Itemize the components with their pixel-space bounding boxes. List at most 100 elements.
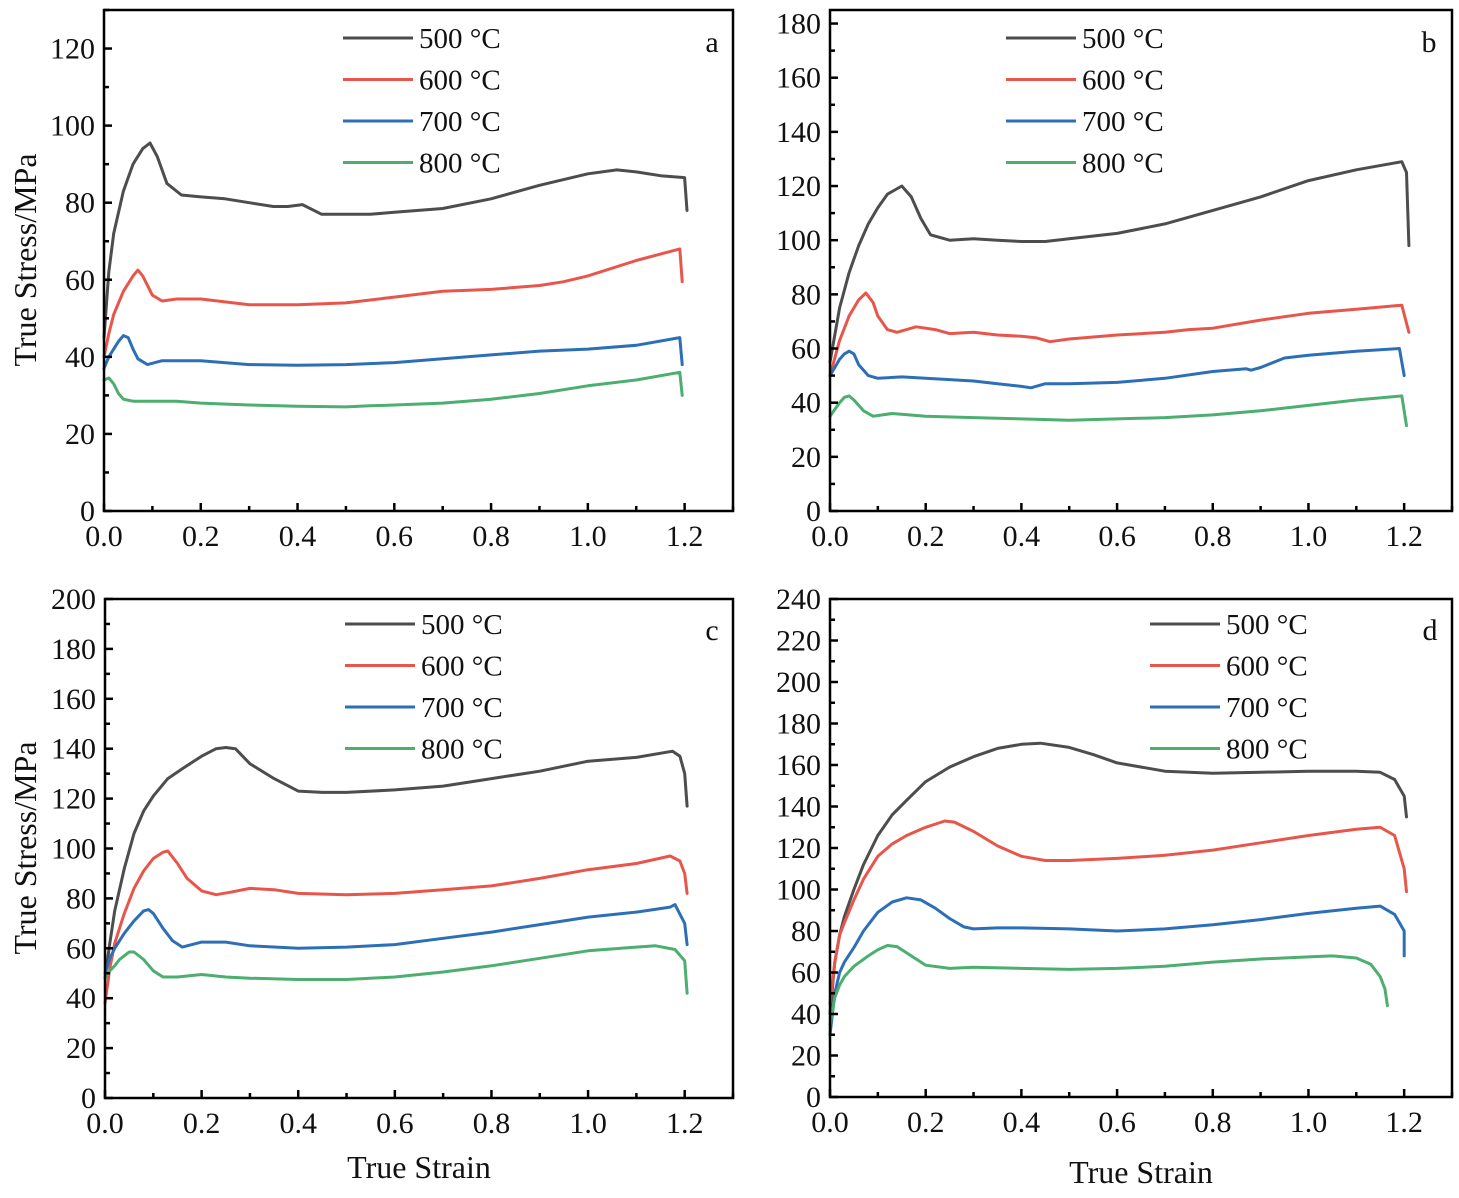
legend-label: 600 °C [1226, 651, 1308, 683]
y-tick-label: 120 [51, 783, 96, 816]
y-tick-label: 20 [791, 1040, 821, 1073]
x-tick-label: 0.2 [183, 1107, 221, 1140]
series-line-600C [828, 819, 1408, 1006]
legend: 500 °C 600 °C 700 °C 800 °C [345, 609, 503, 766]
y-tick-label: 60 [791, 957, 821, 990]
y-tick-label: 0 [806, 1081, 821, 1114]
y-tick-label: 0 [80, 495, 95, 528]
x-tick-label: 0.2 [907, 1106, 945, 1139]
y-tick-label: 140 [776, 116, 821, 149]
y-tick-label: 180 [776, 8, 821, 41]
y-tick-label: 180 [776, 708, 821, 741]
y-tick-label: 180 [51, 633, 96, 666]
panel-a: 0.0 0.2 0.4 0.6 0.8 1.0 1.2 0 20 40 60 80 100 120 True… [7, 8, 735, 553]
x-tick-label: 0.6 [1098, 1106, 1136, 1139]
legend-label: 700 °C [1226, 692, 1308, 724]
legend-label: 800 °C [421, 734, 503, 766]
x-tick-label: 0.0 [811, 520, 849, 553]
legend-label: 800 °C [419, 148, 501, 180]
series-line-500C [828, 160, 1411, 364]
series-line-600C [102, 247, 684, 359]
series-line-800C [828, 394, 1408, 428]
y-tick-label: 60 [66, 932, 96, 965]
x-tick-label: 1.0 [569, 1107, 607, 1140]
y-tick-label: 200 [776, 666, 821, 699]
y-tick-label: 0 [806, 495, 821, 528]
x-tick-label: 0.4 [279, 1107, 317, 1140]
panel-letter: c [705, 614, 718, 647]
x-tick-label: 0.0 [811, 1106, 849, 1139]
legend-label: 500 °C [1082, 23, 1164, 55]
x-tick-label: 0.0 [85, 520, 123, 553]
plot-frame [102, 8, 735, 513]
x-tick-label: 1.2 [1385, 520, 1423, 553]
y-tick-label: 120 [776, 170, 821, 203]
y-axis-title: True Stress/MPa [7, 153, 43, 366]
plot-frame [103, 597, 735, 1100]
legend-label: 600 °C [421, 651, 503, 683]
y-tick-label: 80 [791, 278, 821, 311]
x-tick-label: 0.6 [376, 1107, 414, 1140]
x-tick-label: 0.6 [376, 520, 414, 553]
y-tick-label: 40 [66, 982, 96, 1015]
plot-frame [828, 8, 1454, 513]
y-tick-label: 40 [65, 341, 95, 374]
x-tick-label: 1.2 [666, 1107, 704, 1140]
legend-label: 600 °C [419, 65, 501, 97]
y-tick-label: 100 [50, 110, 95, 143]
x-axis-title: True Strain [1069, 1154, 1213, 1190]
x-tick-label: 0.0 [86, 1107, 124, 1140]
series-line-700C [102, 334, 684, 370]
x-tick-label: 1.2 [666, 520, 704, 553]
y-tick-label: 60 [791, 333, 821, 366]
y-tick-label: 0 [81, 1082, 96, 1115]
x-tick-label: 0.4 [279, 520, 317, 553]
x-tick-label: 1.0 [569, 520, 607, 553]
y-tick-label: 60 [65, 264, 95, 297]
y-tick-label: 80 [791, 915, 821, 948]
legend-label: 800 °C [1082, 148, 1164, 180]
x-tick-label: 1.0 [1290, 1106, 1328, 1139]
series-line-800C [828, 944, 1389, 1026]
panel-letter: a [705, 26, 718, 59]
x-tick-label: 0.8 [1194, 1106, 1232, 1139]
y-tick-label: 40 [791, 387, 821, 420]
y-tick-label: 120 [50, 33, 95, 66]
y-tick-label: 160 [776, 62, 821, 95]
x-tick-label: 0.4 [1003, 1106, 1041, 1139]
y-tick-label: 20 [66, 1032, 96, 1065]
plot-frame [828, 597, 1454, 1099]
series-line-600C [828, 291, 1411, 378]
legend: 500 °C 600 °C 700 °C 800 °C [343, 23, 501, 180]
series-line-700C [828, 896, 1406, 1037]
x-tick-label: 0.2 [907, 520, 945, 553]
x-axis-title: True Strain [347, 1149, 491, 1185]
y-tick-label: 160 [51, 683, 96, 716]
y-tick-label: 160 [776, 749, 821, 782]
y-tick-label: 100 [776, 224, 821, 257]
y-tick-label: 80 [65, 187, 95, 220]
x-tick-label: 0.8 [473, 1107, 511, 1140]
legend-label: 500 °C [419, 23, 501, 55]
series-line-700C [828, 347, 1406, 390]
panel-c: 0.0 0.2 0.4 0.6 0.8 1.0 1.2 0 20 40 60 80 100 120 140 1… [7, 583, 735, 1185]
panel-letter: d [1423, 614, 1438, 647]
panel-d: 0.0 0.2 0.4 0.6 0.8 1.0 1.2 0 20 40 60 80 100 120 140 1… [776, 583, 1454, 1190]
y-tick-label: 20 [791, 441, 821, 474]
legend-label: 700 °C [1082, 106, 1164, 138]
y-tick-label: 20 [65, 418, 95, 451]
y-tick-label: 240 [776, 583, 821, 616]
x-tick-label: 0.2 [182, 520, 220, 553]
x-tick-label: 1.0 [1290, 520, 1328, 553]
series-line-500C [828, 741, 1408, 1016]
x-tick-label: 0.4 [1003, 520, 1041, 553]
legend-label: 800 °C [1226, 734, 1308, 766]
legend-label: 500 °C [421, 609, 503, 641]
series-line-800C [102, 370, 684, 409]
series-line-500C [102, 141, 689, 340]
legend: 500 °C 600 °C 700 °C 800 °C [1006, 23, 1164, 180]
y-tick-label: 40 [791, 998, 821, 1031]
legend-label: 500 °C [1226, 609, 1308, 641]
x-tick-label: 1.2 [1385, 1106, 1423, 1139]
